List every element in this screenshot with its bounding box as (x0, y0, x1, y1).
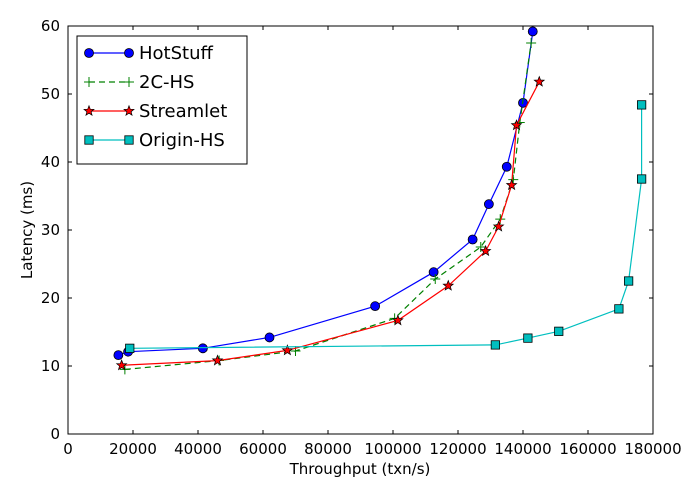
y-axis-label: Latency (ms) (18, 181, 36, 279)
y-tick-label: 10 (41, 357, 60, 375)
legend-marker (124, 48, 134, 58)
data-point (505, 178, 518, 191)
data-point (115, 359, 128, 371)
data-point (527, 26, 538, 37)
y-tick-label: 20 (41, 289, 60, 307)
axis-ticks (67, 25, 654, 435)
x-tick-label: 80000 (304, 440, 352, 458)
data-point (490, 340, 500, 350)
legend-label: 2C-HS (139, 72, 194, 93)
legend-marker (124, 77, 134, 87)
x-tick-label: 120000 (429, 440, 486, 458)
legend-marker (84, 135, 94, 145)
data-point (510, 119, 523, 131)
y-tick-label: 60 (41, 17, 60, 35)
x-tick-label: 0 (63, 440, 73, 458)
data-point (637, 100, 647, 110)
x-tick-label: 160000 (559, 440, 616, 458)
x-tick-label: 140000 (494, 440, 551, 458)
plot-frame (67, 25, 654, 435)
data-point (430, 273, 441, 284)
data-point (637, 174, 647, 184)
data-point (264, 332, 275, 343)
x-tick-label: 180000 (624, 440, 681, 458)
data-point (483, 199, 494, 210)
legend-item: Streamlet (83, 101, 227, 122)
legend-marker (84, 48, 94, 58)
y-tick-label: 50 (41, 85, 60, 103)
series-line (124, 42, 532, 370)
x-tick-label: 100000 (364, 440, 421, 458)
data-point (370, 301, 381, 312)
data-point (428, 267, 439, 278)
data-point (211, 354, 224, 366)
data-point (624, 276, 634, 286)
x-tick-label: 20000 (109, 440, 157, 458)
x-tick-label: 40000 (174, 440, 222, 458)
series-line (129, 104, 643, 349)
data-point (492, 220, 505, 232)
data-point (197, 343, 208, 354)
data-point (554, 326, 564, 336)
legend-label: Origin-HS (139, 130, 225, 151)
legend-marker (123, 104, 135, 117)
data-point (501, 161, 512, 172)
y-tick-label: 40 (41, 153, 60, 171)
tick-labels: 0 20000 40000 60000 80000 100000 120000 140000 1… (41, 17, 682, 458)
legend-label: HotStuff (139, 43, 213, 64)
data-point (614, 304, 624, 314)
legend-item: HotStuff (84, 43, 213, 64)
x-axis-label: Throughput (txn/s) (289, 460, 431, 478)
legend: HotStuff 2C-HS Streamlet Origin-HS (76, 35, 248, 165)
y-tick-label: 30 (41, 221, 60, 239)
data-point (523, 333, 533, 343)
x-tick-label: 60000 (239, 440, 287, 458)
data-point (533, 75, 546, 87)
legend-box (76, 35, 248, 165)
data-point (391, 314, 404, 326)
data-point (526, 38, 537, 48)
data-point (442, 279, 455, 291)
y-tick-label: 0 (50, 425, 60, 443)
legend-label: Streamlet (139, 101, 227, 122)
legend-marker (124, 135, 134, 145)
series-streamlet (115, 75, 546, 371)
series-line (121, 81, 540, 366)
data-point (281, 344, 294, 356)
data-point (479, 244, 492, 257)
legend-marker (83, 104, 95, 117)
data-point (113, 350, 124, 361)
data-point (125, 343, 135, 353)
legend-marker (84, 77, 94, 87)
data-point (475, 242, 486, 252)
series-origin-hs (125, 100, 647, 353)
legend-item: 2C-HS (84, 72, 194, 93)
data-point (467, 234, 478, 245)
series-layer (113, 26, 647, 375)
legend-item: Origin-HS (84, 130, 225, 151)
